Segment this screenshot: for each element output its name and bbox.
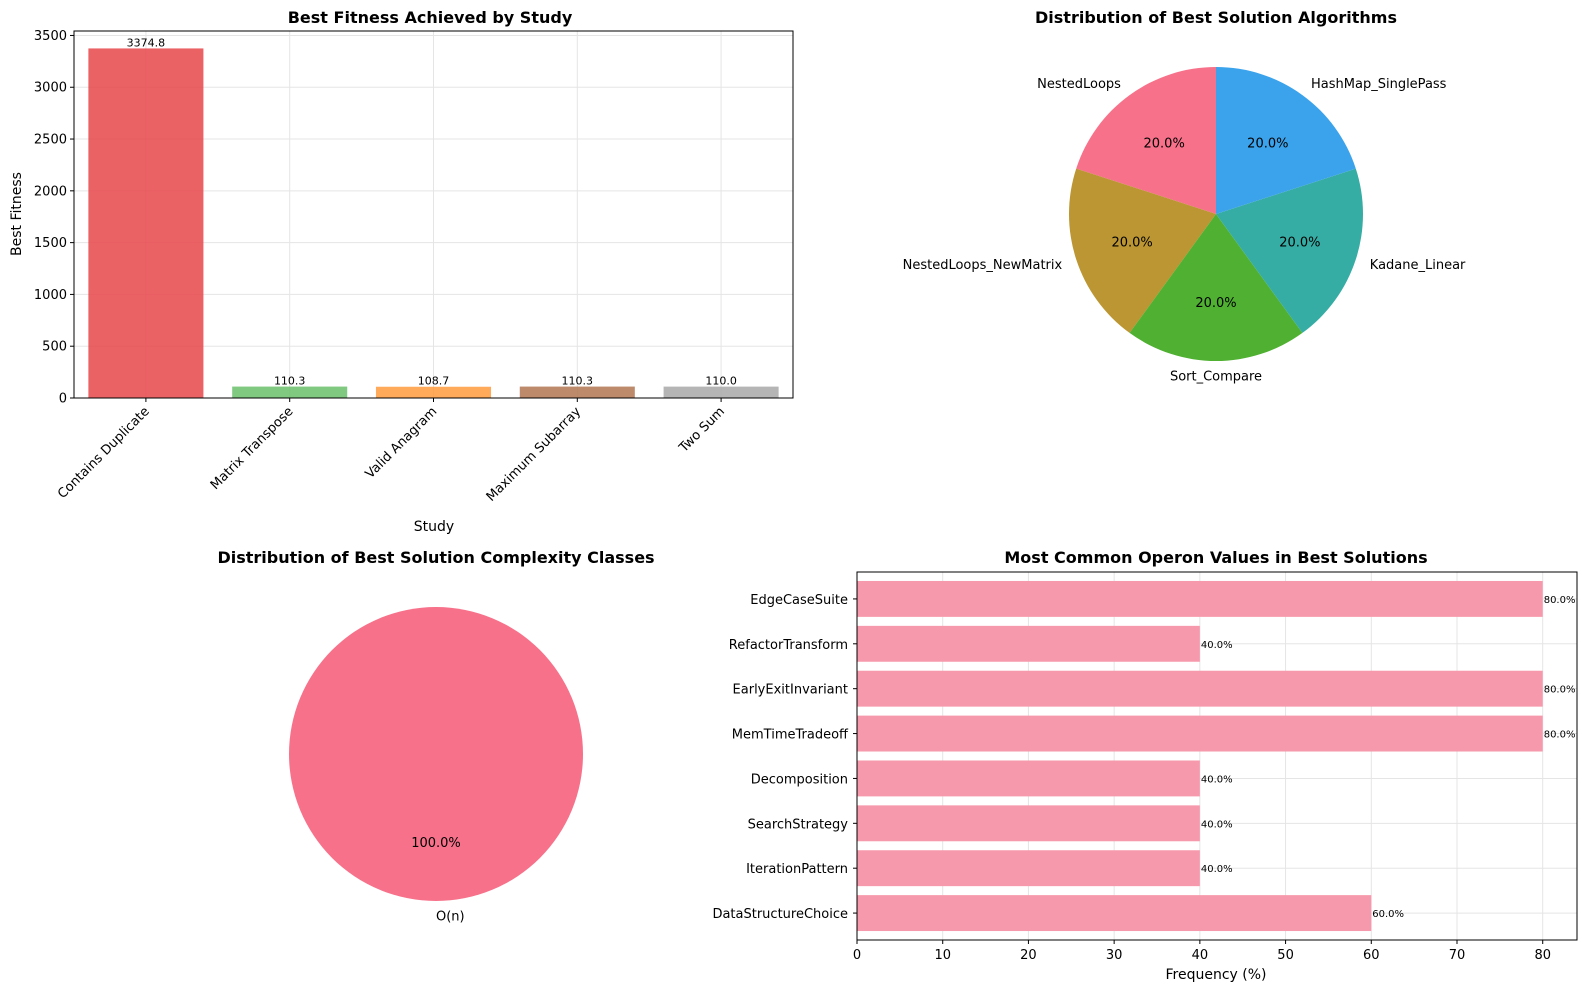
operon-bar-value-label: 80.0% [1544, 730, 1576, 741]
complexity-pie-chart: Distribution of Best Solution Complexity… [217, 548, 654, 925]
complexity-slice-o-n [289, 607, 583, 901]
operon-x-tick-label: 70 [1449, 948, 1466, 963]
fitness-y-tick-label: 1000 [34, 288, 67, 303]
fitness-bar-maximum-subarray [519, 386, 635, 398]
operon-bar-chart: Most Common Operon Values in Best Soluti… [712, 548, 1578, 983]
algorithms-slice-percent: 20.0% [1144, 137, 1185, 152]
algorithms-slice-percent: 20.0% [1195, 296, 1236, 311]
fitness-y-tick-label: 2000 [34, 184, 67, 199]
algorithms-slice-label: Kadane_Linear [1370, 258, 1466, 273]
operon-bar-iterationpattern [857, 850, 1200, 887]
algorithms-slice-label: Sort_Compare [1170, 370, 1262, 385]
fitness-x-tick-label: Maximum Subarray [484, 404, 585, 505]
fitness-y-tick-label: 2500 [34, 133, 67, 148]
algorithms-slice-nestedloops-newmatrix [1069, 168, 1216, 333]
fitness-bar-value-label: 110.3 [562, 375, 594, 388]
algorithms-slice-kadane-linear [1216, 168, 1363, 333]
fitness-y-tick-label: 3000 [34, 81, 67, 96]
operon-chart-title: Most Common Operon Values in Best Soluti… [1004, 548, 1427, 567]
fitness-bar-chart: Best Fitness Achieved by Study 3374.8 110… [9, 8, 794, 535]
operon-y-tick-label: EdgeCaseSuite [750, 593, 848, 608]
algorithms-slice-label: NestedLoops_NewMatrix [903, 258, 1063, 273]
operon-bar-memtimetradeoff [857, 715, 1543, 752]
operon-bar-value-label: 40.0% [1201, 640, 1233, 651]
complexity-chart-title: Distribution of Best Solution Complexity… [217, 548, 654, 567]
operon-y-tick-label: EarlyExitInvariant [733, 683, 848, 698]
fitness-y-tick-label: 1500 [34, 236, 67, 251]
complexity-slice-percent: 100.0% [411, 836, 461, 851]
algorithms-slice-nestedloops [1076, 67, 1216, 214]
fitness-y-tick-label: 3500 [34, 29, 67, 44]
operon-x-tick-label: 60 [1363, 948, 1380, 963]
fitness-x-tick-label: Two Sum [676, 404, 728, 456]
algorithms-slice-percent: 20.0% [1111, 235, 1152, 250]
algorithms-slice-label: HashMap_SinglePass [1311, 77, 1447, 92]
algorithms-slice-percent: 20.0% [1247, 137, 1288, 152]
fitness-chart-title: Best Fitness Achieved by Study [288, 8, 573, 27]
operon-bar-value-label: 60.0% [1372, 909, 1404, 920]
operon-bar-value-label: 40.0% [1201, 774, 1233, 785]
operon-x-tick-label: 0 [853, 948, 861, 963]
operon-bar-searchstrategy [857, 805, 1200, 842]
fitness-bar-value-label: 3374.8 [127, 36, 166, 49]
operon-bar-value-label: 40.0% [1201, 864, 1233, 875]
operon-x-tick-label: 30 [1106, 948, 1123, 963]
operon-bar-value-label: 80.0% [1544, 685, 1576, 696]
algorithms-slice-percent: 20.0% [1279, 235, 1320, 250]
algorithms-pie-chart: Distribution of Best Solution Algorithms… [903, 8, 1466, 385]
operon-bar-edgecasesuite [857, 580, 1543, 617]
operon-bar-earlyexitinvariant [857, 670, 1543, 707]
operon-y-tick-label: MemTimeTradeoff [732, 728, 849, 743]
operon-y-tick-label: DataStructureChoice [712, 907, 848, 922]
fitness-y-tick-label: 500 [42, 340, 67, 355]
fitness-bar-valid-anagram [375, 386, 492, 398]
operon-x-tick-label: 80 [1534, 948, 1551, 963]
fitness-bar-matrix-transpose [232, 386, 348, 398]
fitness-x-axis-label: Study [414, 519, 454, 535]
operon-plot-frame [856, 571, 1578, 941]
operon-x-axis-label: Frequency (%) [1165, 967, 1266, 983]
operon-bar-datastructurechoice [857, 895, 1372, 932]
operon-x-tick-label: 20 [1020, 948, 1037, 963]
operon-x-tick-label: 40 [1192, 948, 1209, 963]
algorithms-slice-sort-compare [1129, 214, 1303, 362]
complexity-slice-label: O(n) [436, 910, 465, 925]
operon-y-tick-label: Decomposition [751, 772, 848, 787]
operon-bar-value-label: 80.0% [1544, 595, 1576, 606]
fitness-x-tick-label: Contains Duplicate [55, 404, 153, 502]
operon-y-tick-label: RefactorTransform [729, 638, 848, 653]
fitness-y-tick-label: 0 [59, 392, 67, 407]
algorithms-slice-hashmap-singlepass [1216, 67, 1356, 214]
fitness-bar-value-label: 108.7 [418, 375, 450, 388]
fitness-bar-value-label: 110.3 [274, 375, 306, 388]
fitness-x-tick-label: Valid Anagram [363, 404, 441, 482]
fitness-bar-value-label: 110.0 [705, 375, 737, 388]
operon-x-tick-label: 10 [934, 948, 951, 963]
fitness-y-axis-label: Best Fitness [9, 172, 25, 256]
algorithms-chart-title: Distribution of Best Solution Algorithms [1035, 8, 1397, 27]
fitness-x-tick-label: Matrix Transpose [208, 404, 297, 493]
algorithms-slice-label: NestedLoops [1037, 77, 1121, 92]
operon-bar-refactortransform [857, 625, 1200, 662]
operon-bar-value-label: 40.0% [1201, 819, 1233, 830]
operon-x-tick-label: 50 [1277, 948, 1294, 963]
operon-bar-decomposition [857, 760, 1200, 797]
fitness-bar-two-sum [663, 386, 779, 398]
operon-y-tick-label: SearchStrategy [748, 817, 849, 832]
operon-y-tick-label: IterationPattern [746, 862, 848, 877]
fitness-bar-contains-duplicate [88, 48, 204, 399]
